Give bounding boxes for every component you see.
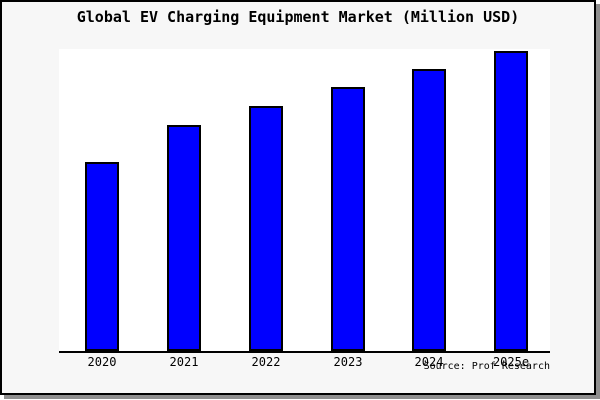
source-note: Source: Prof Research [423,361,550,372]
bar-2023 [331,87,365,351]
bar-2020 [85,162,119,351]
x-tick-2025e: 2025e [492,355,530,369]
x-tick-2021: 2021 [169,355,199,369]
x-tick-2020: 2020 [87,355,117,369]
x-axis-line [59,351,550,353]
bar-2022 [249,106,283,351]
bar-2024 [412,69,446,351]
x-tick-2024: 2024 [414,355,444,369]
x-tick-2022: 2022 [251,355,281,369]
bar-2021 [167,125,201,351]
bar-2025e [494,51,528,351]
x-tick-2023: 2023 [333,355,363,369]
chart-title: Global EV Charging Equipment Market (Mil… [76,8,520,26]
plot-area [59,49,550,351]
